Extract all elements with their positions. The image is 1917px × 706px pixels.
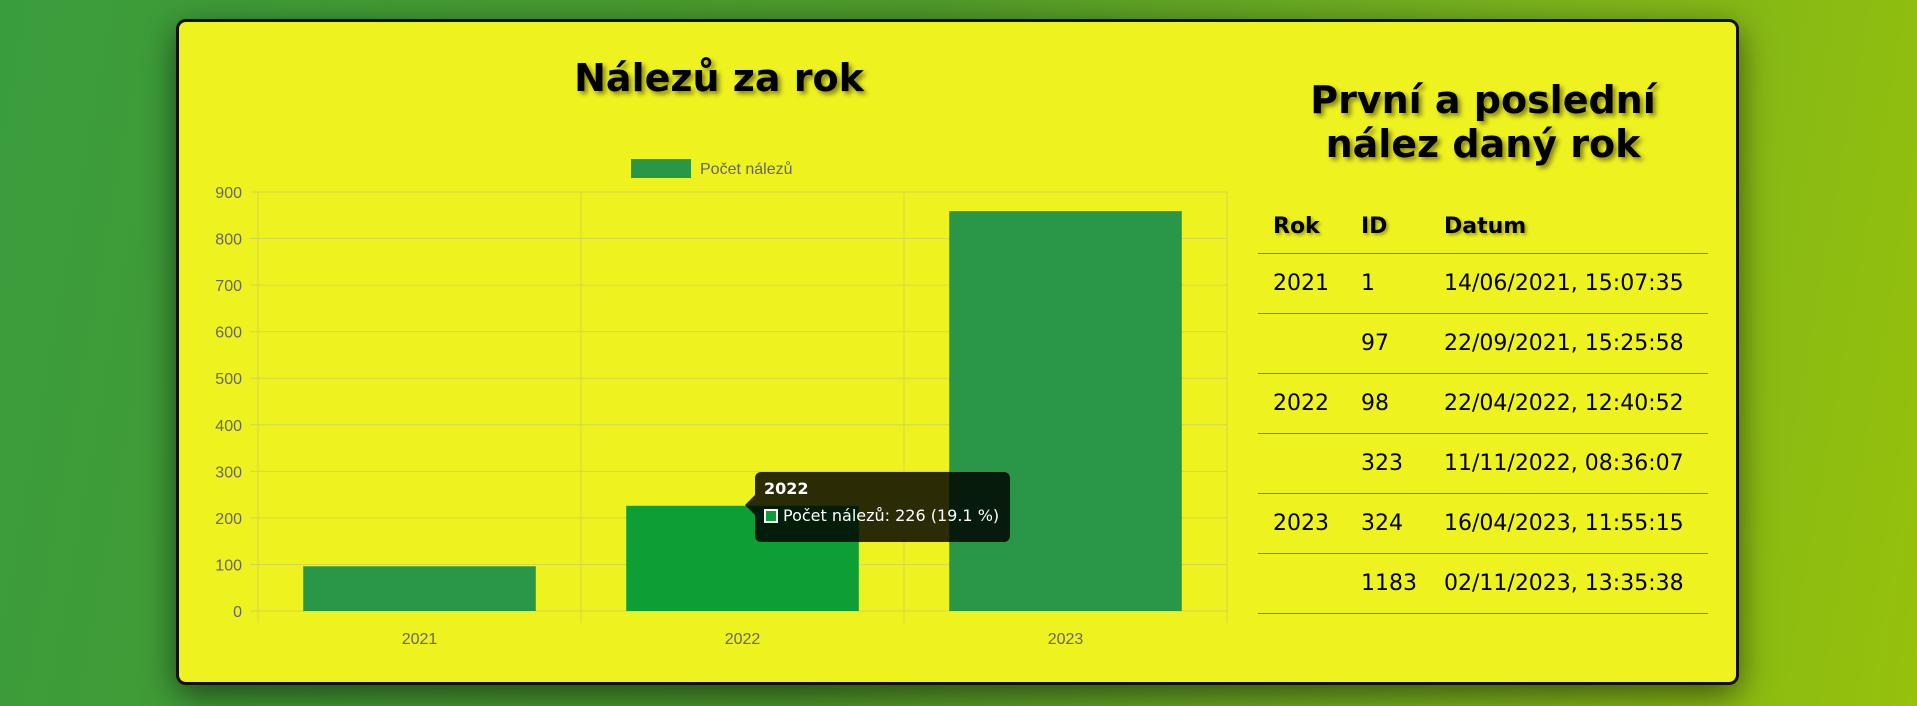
y-tick-label: 100 <box>215 557 242 574</box>
y-tick-label: 300 <box>215 464 242 481</box>
cell-date: 14/06/2021, 15:07:35 <box>1429 253 1708 314</box>
y-tick-label: 800 <box>215 232 242 249</box>
y-tick-label: 200 <box>215 511 242 528</box>
legend[interactable]: Počet nálezů <box>631 159 793 178</box>
y-axis-ticks: 0 100 200 300 400 500 600 700 800 900 <box>215 185 242 621</box>
y-tick-label: 500 <box>215 371 242 388</box>
cell-date: 22/04/2022, 12:40:52 <box>1429 373 1708 434</box>
cell-date: 16/04/2023, 11:55:15 <box>1429 493 1708 554</box>
bars <box>303 211 1182 612</box>
header-year: Rok <box>1258 200 1346 254</box>
tooltip: 2022 Počet nálezů: 226 (19.1 %) <box>745 472 1010 542</box>
cell-year: 2021 <box>1258 253 1346 314</box>
cell-year <box>1258 313 1346 374</box>
tooltip-row: Počet nálezů: 226 (19.1 %) <box>764 507 1001 525</box>
x-tick-label: 2021 <box>402 631 438 648</box>
bar-2023[interactable] <box>949 211 1182 612</box>
x-tick-label: 2023 <box>1048 631 1084 648</box>
cell-id: 324 <box>1346 493 1429 554</box>
y-tick-label: 0 <box>233 604 242 621</box>
header-id: ID <box>1346 200 1429 254</box>
cell-date: 22/09/2021, 15:25:58 <box>1429 313 1708 374</box>
table-row: 97 22/09/2021, 15:25:58 <box>1258 313 1708 374</box>
cell-year <box>1258 553 1346 614</box>
tooltip-title: 2022 <box>764 479 809 498</box>
cell-id: 1 <box>1346 253 1429 314</box>
cell-year <box>1258 433 1346 494</box>
bar-2021[interactable] <box>303 566 536 611</box>
y-tick-label: 400 <box>215 418 242 435</box>
table-row: 2022 98 22/04/2022, 12:40:52 <box>1258 373 1708 434</box>
y-tick-label: 700 <box>215 278 242 295</box>
finds-table: Rok ID Datum 2021 1 14/06/2021, 15:07:35… <box>1258 200 1708 614</box>
legend-swatch <box>631 159 691 178</box>
cell-id: 97 <box>1346 313 1429 374</box>
cell-date: 11/11/2022, 08:36:07 <box>1429 433 1708 494</box>
tooltip-swatch <box>764 509 778 523</box>
y-tick-label: 600 <box>215 325 242 342</box>
header-date: Datum <box>1429 200 1708 254</box>
cell-id: 1183 <box>1346 553 1429 614</box>
cell-id: 323 <box>1346 433 1429 494</box>
cell-id: 98 <box>1346 373 1429 434</box>
legend-label: Počet nálezů <box>700 160 793 178</box>
table-title: První a poslední nález daný rok <box>1310 78 1656 166</box>
cell-date: 02/11/2023, 13:35:38 <box>1429 553 1708 614</box>
tooltip-label: Počet nálezů: 226 (19.1 %) <box>783 506 1000 525</box>
chart-title: Nálezů za rok <box>574 56 864 100</box>
table-row: 2023 324 16/04/2023, 11:55:15 <box>1258 493 1708 554</box>
y-tick-label: 900 <box>215 185 242 202</box>
x-tick-label: 2022 <box>725 631 761 648</box>
cell-year: 2023 <box>1258 493 1346 554</box>
table-row: 323 11/11/2022, 08:36:07 <box>1258 433 1708 494</box>
cell-year: 2022 <box>1258 373 1346 434</box>
table-header-row: Rok ID Datum <box>1258 200 1708 254</box>
x-axis-ticks: 2021 2022 2023 <box>402 631 1084 648</box>
table-row: 2021 1 14/06/2021, 15:07:35 <box>1258 253 1708 314</box>
table-row: 1183 02/11/2023, 13:35:38 <box>1258 553 1708 614</box>
